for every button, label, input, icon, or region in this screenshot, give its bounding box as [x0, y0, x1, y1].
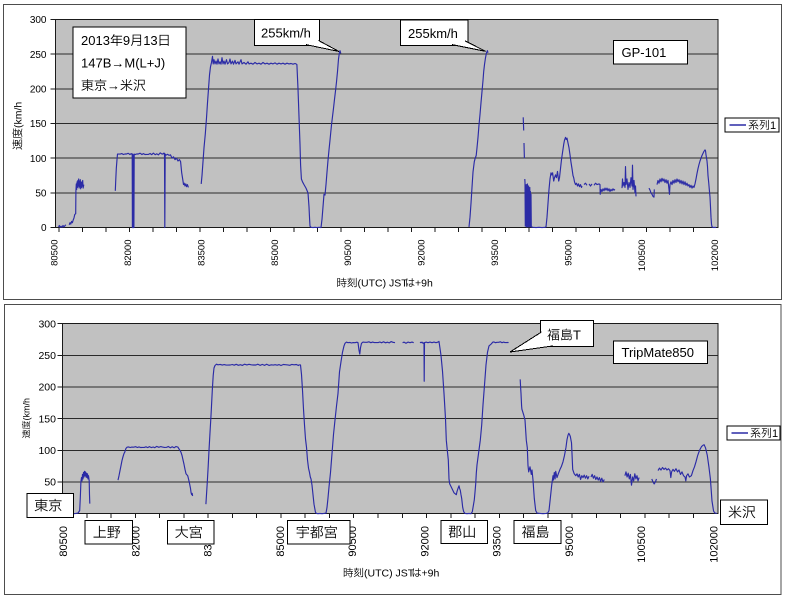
svg-text:100: 100	[30, 154, 47, 165]
svg-text:95000: 95000	[564, 526, 576, 557]
svg-text:100500: 100500	[637, 240, 648, 272]
svg-text:13: 13	[143, 33, 157, 48]
svg-text:80500: 80500	[50, 240, 61, 266]
svg-text:147B→M(L+J): 147B→M(L+J)	[81, 56, 165, 71]
svg-text:300: 300	[38, 318, 56, 330]
svg-text:50: 50	[35, 189, 47, 200]
svg-text:TripMate850: TripMate850	[622, 345, 695, 360]
svg-text:92000: 92000	[419, 526, 431, 557]
svg-text:150: 150	[38, 413, 56, 425]
svg-text:92000: 92000	[417, 240, 428, 266]
svg-text:+9h: +9h	[422, 568, 440, 580]
svg-text:(km/h: (km/h	[22, 398, 32, 421]
svg-text:95000: 95000	[563, 240, 574, 266]
svg-text:82000: 82000	[123, 240, 134, 266]
svg-text:1: 1	[772, 428, 778, 440]
svg-text:250: 250	[38, 350, 56, 362]
svg-text:102000: 102000	[709, 526, 721, 563]
svg-text:93500: 93500	[492, 526, 504, 557]
svg-text:2013: 2013	[81, 33, 110, 48]
svg-text:→: →	[107, 78, 120, 93]
svg-text:90500: 90500	[343, 240, 354, 266]
svg-text:85000: 85000	[275, 526, 287, 557]
svg-text:9: 9	[123, 33, 130, 48]
svg-text:200: 200	[30, 85, 47, 96]
svg-text:(UTC) JST: (UTC) JST	[358, 278, 409, 290]
svg-text:255km/h: 255km/h	[261, 26, 311, 41]
svg-text:+9h: +9h	[415, 278, 433, 290]
svg-text:150: 150	[30, 119, 47, 130]
svg-text:50: 50	[44, 477, 56, 489]
svg-text:100500: 100500	[636, 526, 648, 563]
svg-text:0: 0	[41, 223, 47, 234]
svg-text:(UTC) JST: (UTC) JST	[364, 568, 415, 580]
svg-text:GP-101: GP-101	[622, 45, 667, 60]
svg-text:85000: 85000	[270, 240, 281, 266]
svg-text:(km/h: (km/h	[13, 102, 25, 128]
svg-text:102000: 102000	[710, 240, 721, 272]
svg-text:1: 1	[770, 120, 776, 132]
svg-text:100: 100	[38, 445, 56, 457]
svg-text:300: 300	[30, 15, 47, 26]
svg-text:200: 200	[38, 382, 56, 394]
svg-text:T: T	[573, 328, 581, 343]
svg-text:255km/h: 255km/h	[408, 26, 458, 41]
svg-text:83500: 83500	[196, 240, 207, 266]
svg-text:250: 250	[30, 50, 47, 61]
svg-text:80500: 80500	[58, 526, 70, 557]
svg-text:82000: 82000	[130, 526, 142, 557]
svg-text:93500: 93500	[490, 240, 501, 266]
